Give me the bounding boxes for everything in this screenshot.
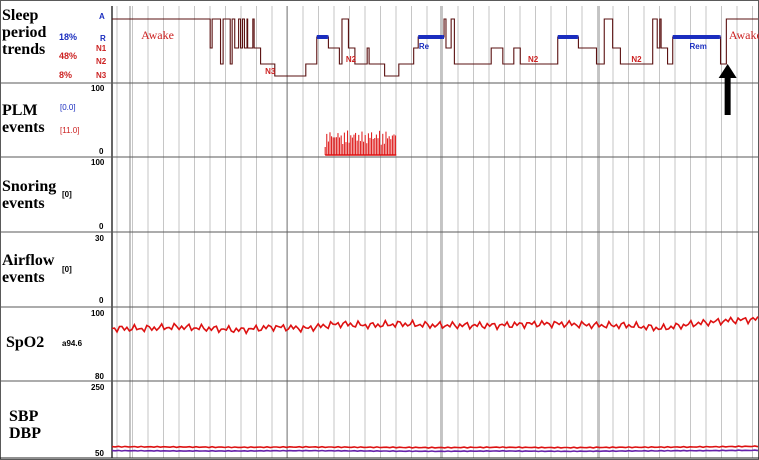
- hypnogram-line: [112, 18, 758, 77]
- stage-level-r: R: [100, 34, 106, 43]
- plm-event-cluster: [324, 130, 397, 156]
- plm-tick-bottom: 0: [99, 147, 104, 156]
- spo2-tick-top: 100: [91, 309, 105, 318]
- spo2-tick-bottom: 80: [95, 372, 104, 381]
- spo2-line: [111, 316, 759, 336]
- bp-tick-top: 250: [91, 383, 105, 392]
- stage-annotation: N2: [346, 55, 357, 64]
- spo2-label: SpO2: [6, 334, 45, 351]
- stage-annotation: Rem: [690, 42, 707, 51]
- airflow-label: Airflow events: [2, 252, 55, 286]
- dbp-line: [111, 449, 759, 453]
- arrow-shaft: [724, 77, 731, 115]
- stage-annotation: Re: [419, 42, 430, 51]
- plm-value-red: [11.0]: [60, 126, 80, 135]
- hypnogram: Awake N3 N2 Re N2 N2 Rem Awake: [112, 18, 759, 77]
- stage-level-n2: N2: [96, 57, 107, 66]
- n2-percent: 48%: [59, 51, 78, 61]
- snoring-tick-top: 100: [91, 158, 105, 167]
- airflow-value: [0]: [62, 265, 72, 274]
- snoring-tick-bottom: 0: [99, 222, 104, 231]
- spo2-value: a94.6: [62, 339, 83, 348]
- snoring-value: [0]: [62, 190, 72, 199]
- snoring-label: Snoring events: [2, 178, 57, 212]
- stage-annotation: Awake: [729, 28, 759, 42]
- sbp-line: [111, 445, 759, 449]
- bp-traces: [111, 445, 759, 453]
- stage-annotation: Awake: [141, 28, 174, 42]
- bp-tick-bottom: 50: [95, 449, 104, 458]
- airflow-tick-top: 30: [95, 234, 104, 243]
- spo2-trace: [111, 316, 759, 336]
- plm-value-blue: [0.0]: [60, 103, 76, 112]
- stage-level-n3: N3: [96, 71, 107, 80]
- airflow-tick-bottom: 0: [99, 296, 104, 305]
- stage-annotation: N3: [265, 67, 276, 76]
- plm-tick-top: 100: [91, 84, 105, 93]
- sleep-trends-label: Sleep period trends: [2, 7, 47, 58]
- n3-percent: 8%: [59, 70, 73, 80]
- plm-label: PLM events: [2, 102, 45, 136]
- arrow-head: [718, 64, 737, 78]
- stage-annotation: N2: [528, 55, 539, 64]
- stage-level-n1: N1: [96, 44, 107, 53]
- stage-level-a: A: [99, 12, 105, 21]
- stage-annotation: N2: [631, 55, 642, 64]
- rem-percent: 18%: [59, 32, 78, 42]
- bp-label: SBP DBP: [9, 408, 41, 442]
- wake-arrow-icon: [718, 64, 737, 115]
